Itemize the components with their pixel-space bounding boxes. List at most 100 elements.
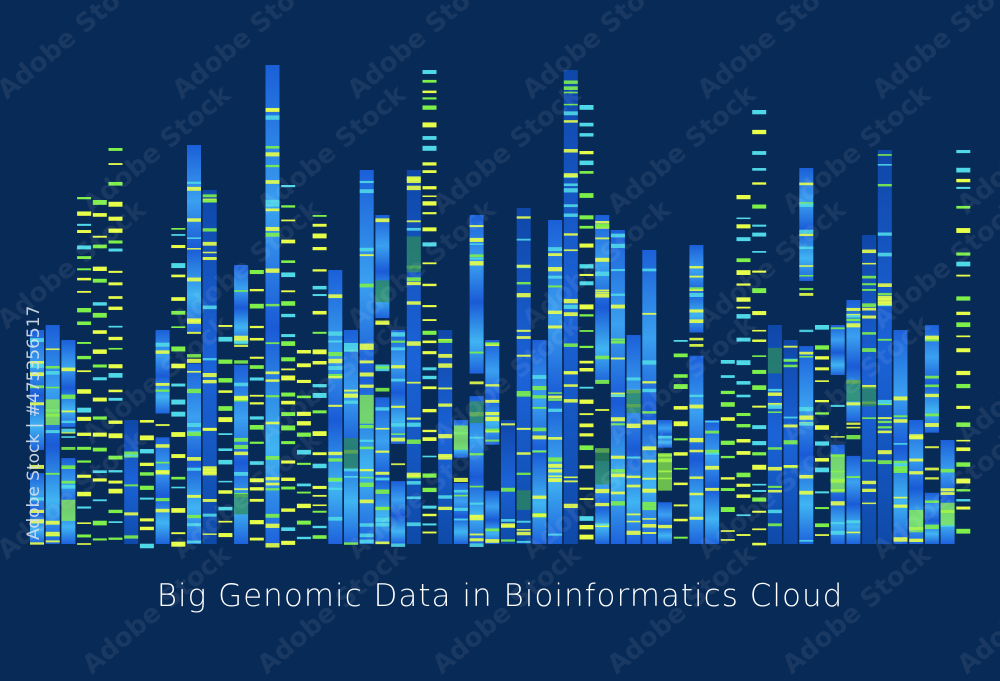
sequence-band — [485, 528, 500, 532]
sequence-band — [862, 307, 877, 311]
sequence-band — [563, 111, 578, 116]
sequence-band — [799, 265, 814, 267]
sequence-band — [736, 237, 751, 242]
sequence-band — [610, 233, 625, 238]
sequence-band — [799, 229, 814, 234]
sequence-band — [281, 508, 296, 512]
sequence-band — [752, 204, 767, 209]
sequence-band — [642, 477, 657, 480]
sequence-band — [877, 283, 892, 287]
sequence-band — [422, 227, 437, 232]
sequence-column — [799, 346, 814, 544]
sequence-band — [956, 462, 971, 467]
sequence-band — [265, 152, 280, 157]
sequence-band — [296, 379, 311, 384]
sequence-band — [610, 293, 625, 296]
sequence-band — [595, 355, 610, 360]
sequence-band — [296, 395, 311, 399]
sequence-glow-band — [909, 509, 924, 533]
sequence-band — [501, 487, 515, 492]
sequence-column — [30, 330, 44, 450]
sequence-band — [877, 420, 892, 424]
sequence-band — [673, 518, 688, 522]
sequence-band — [924, 413, 939, 417]
sequence-band — [956, 274, 971, 277]
sequence-column — [187, 363, 201, 544]
sequence-band — [265, 208, 280, 212]
sequence-band — [516, 293, 531, 298]
sequence-column — [485, 490, 500, 544]
sequence-band — [673, 421, 688, 427]
sequence-band — [312, 494, 327, 497]
sequence-band — [736, 217, 751, 220]
sequence-band — [328, 366, 343, 370]
sequence-band — [61, 480, 76, 484]
sequence-band — [187, 523, 201, 527]
sequence-band — [595, 488, 610, 494]
sequence-band — [359, 343, 374, 346]
sequence-band — [422, 162, 437, 166]
sequence-band — [736, 258, 751, 263]
sequence-band — [171, 486, 186, 489]
sequence-band — [579, 304, 594, 310]
sequence-band — [799, 539, 814, 542]
sequence-band — [579, 367, 594, 372]
sequence-band — [218, 433, 233, 435]
sequence-band — [610, 357, 625, 360]
sequence-band — [108, 373, 123, 378]
sequence-band — [30, 338, 44, 343]
sequence-band — [108, 420, 123, 424]
sequence-band — [328, 477, 343, 482]
sequence-band — [516, 281, 531, 285]
sequence-band — [846, 422, 861, 425]
sequence-band — [705, 420, 720, 423]
sequence-band — [736, 195, 751, 200]
sequence-band — [752, 441, 767, 446]
sequence-band — [846, 520, 861, 524]
sequence-band — [516, 354, 531, 357]
sequence-band — [312, 510, 327, 513]
sequence-band — [642, 459, 657, 463]
sequence-band — [924, 375, 939, 379]
sequence-band — [469, 543, 484, 547]
sequence-band — [673, 353, 688, 358]
sequence-band — [579, 423, 594, 428]
sequence-band — [783, 465, 798, 468]
sequence-band — [422, 523, 437, 526]
sequence-band — [642, 360, 657, 365]
sequence-band — [422, 145, 437, 151]
sequence-band — [956, 528, 971, 534]
sequence-band — [265, 108, 280, 111]
sequence-band — [422, 455, 437, 458]
sequence-band — [626, 532, 641, 535]
sequence-band — [469, 533, 484, 536]
sequence-band — [171, 541, 186, 547]
sequence-band — [187, 494, 201, 498]
sequence-band — [61, 436, 76, 438]
sequence-band — [563, 233, 578, 236]
sequence-band — [783, 440, 798, 445]
sequence-column — [202, 190, 217, 544]
sequence-band — [155, 382, 170, 386]
sequence-band — [108, 480, 123, 484]
sequence-band — [595, 293, 610, 298]
sequence-band — [45, 520, 60, 525]
sequence-band — [30, 372, 44, 377]
sequence-band — [61, 394, 76, 399]
sequence-band — [281, 260, 296, 263]
sequence-band — [92, 302, 107, 306]
sequence-band — [312, 285, 327, 290]
sequence-band — [281, 290, 296, 293]
sequence-band — [312, 392, 327, 398]
sequence-band — [940, 525, 955, 527]
sequence-band — [862, 384, 877, 389]
sequence-band — [940, 468, 955, 473]
sequence-glow-band — [767, 347, 782, 374]
sequence-band — [265, 477, 280, 481]
sequence-band — [815, 356, 829, 360]
sequence-band — [799, 329, 814, 333]
sequence-glow-band — [344, 437, 358, 469]
sequence-band — [752, 288, 767, 294]
sequence-band — [579, 314, 594, 317]
sequence-band — [139, 497, 154, 500]
